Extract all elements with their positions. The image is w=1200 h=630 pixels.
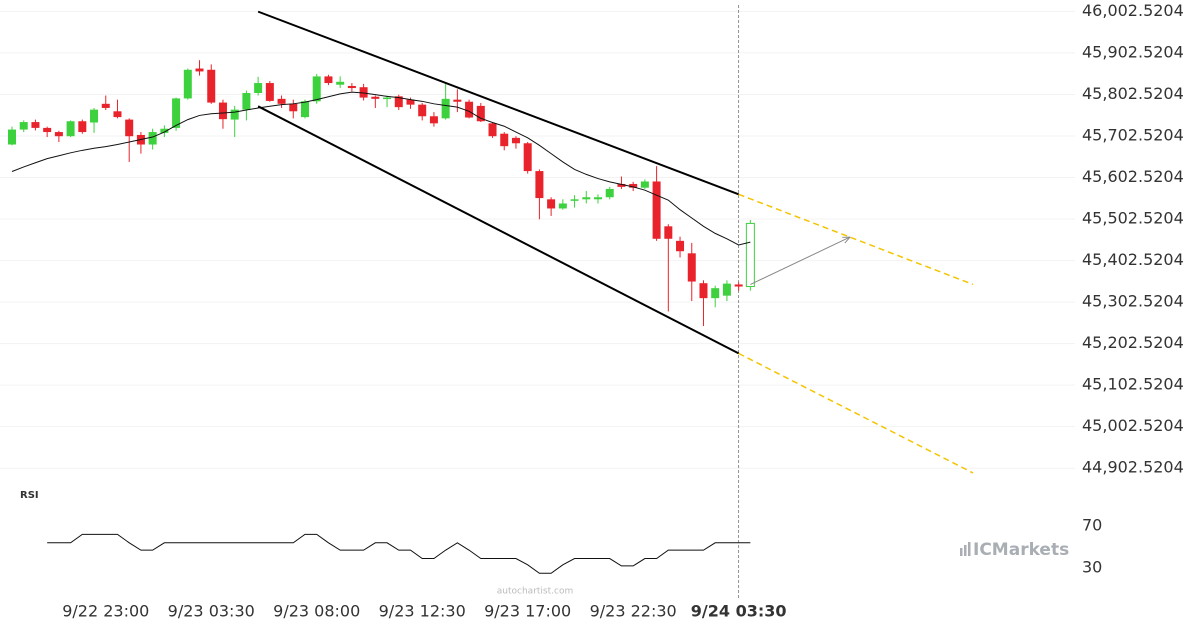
candle-body <box>734 284 743 287</box>
candle-body <box>324 76 333 84</box>
candle-body <box>582 197 591 200</box>
y-tick-label: 45,802.5204 <box>1082 84 1184 103</box>
candle-body <box>383 97 392 100</box>
x-tick-label: 9/23 03:30 <box>168 602 255 621</box>
y-tick-label: 44,902.5204 <box>1082 458 1184 477</box>
x-tick-label: 9/23 12:30 <box>379 602 466 621</box>
candle-body <box>617 183 626 187</box>
watermark: autochartist.com <box>497 587 573 597</box>
candle-body <box>301 101 309 118</box>
candle-body <box>394 96 403 108</box>
x-tick-label: 9/22 23:00 <box>62 602 149 621</box>
candle-body <box>19 122 28 130</box>
candle-body <box>745 222 755 288</box>
candle-body <box>113 111 122 118</box>
candle-body <box>676 240 685 252</box>
candle-body <box>90 109 99 123</box>
candle-body <box>218 102 227 120</box>
candle-body <box>722 283 731 296</box>
candle-body <box>230 109 239 120</box>
candle-body <box>289 103 298 112</box>
candle-body <box>558 203 567 209</box>
candle-body <box>43 127 52 133</box>
x-tick-label: 9/23 08:00 <box>273 602 360 621</box>
candle-body <box>265 83 274 101</box>
candle-body <box>640 181 649 188</box>
candle-body <box>336 81 345 85</box>
candle-body <box>347 85 356 89</box>
candle-body <box>54 132 63 137</box>
candle-body <box>254 83 263 94</box>
y-tick-label: 45,202.5204 <box>1082 333 1184 352</box>
candle-body <box>183 69 192 99</box>
candle-body <box>500 133 509 147</box>
y-tick-label: 45,502.5204 <box>1082 209 1184 228</box>
logo: ICMarkets <box>973 540 1069 560</box>
candle-body <box>594 197 602 200</box>
candle-body <box>277 98 286 104</box>
candle-body <box>101 103 110 108</box>
logo-icon <box>960 542 971 556</box>
candle-body <box>195 68 204 72</box>
candle-body <box>371 96 380 99</box>
rsi-tick-label: 30 <box>1082 558 1102 577</box>
candle-body <box>125 119 134 137</box>
rsi-tick-label: 70 <box>1082 516 1102 535</box>
moving-average <box>11 91 751 246</box>
candle-body <box>511 137 520 144</box>
candle-body <box>312 76 321 102</box>
candle-body <box>664 226 673 239</box>
candle-body <box>418 104 427 117</box>
candle-body <box>629 183 638 188</box>
y-tick-label: 45,302.5204 <box>1082 292 1184 311</box>
projection-arrow <box>750 237 850 285</box>
candle-body <box>699 283 708 299</box>
candle-body <box>148 132 157 145</box>
candle-body <box>172 98 181 128</box>
y-tick-label: 45,102.5204 <box>1082 375 1184 394</box>
projection-lower <box>738 352 974 474</box>
rsi-label: RSI <box>20 490 39 501</box>
candle-body <box>523 143 532 172</box>
candle-body <box>476 105 485 122</box>
y-tick-label: 45,902.5204 <box>1082 42 1184 61</box>
projection-upper <box>738 193 974 286</box>
candle-body <box>242 93 251 110</box>
y-tick-label: 45,702.5204 <box>1082 125 1184 144</box>
x-tick-label: 9/23 22:30 <box>590 602 677 621</box>
candle-body <box>652 181 661 239</box>
y-tick-label: 45,602.5204 <box>1082 167 1184 186</box>
candle-body <box>8 129 16 145</box>
candle-body <box>535 171 544 199</box>
candle-body <box>605 188 614 198</box>
candle-body <box>31 122 40 128</box>
candle-body <box>160 128 169 133</box>
y-tick-label: 45,002.5204 <box>1082 416 1184 435</box>
y-tick-label: 46,002.5204 <box>1082 1 1184 20</box>
x-tick-label: 9/23 17:00 <box>484 602 571 621</box>
candle-body <box>453 99 462 102</box>
channel-upper <box>257 10 739 196</box>
candle-body <box>687 253 696 282</box>
candle-body <box>359 87 368 98</box>
candle-body <box>207 69 216 103</box>
candle-body <box>406 99 415 105</box>
candle-body <box>429 116 438 124</box>
candle-body <box>465 101 474 118</box>
rsi-line <box>47 533 751 574</box>
candle-body <box>441 98 450 119</box>
candle-body <box>711 288 720 299</box>
candle-body <box>570 199 579 201</box>
candle-body <box>78 121 87 133</box>
channel-lower <box>257 105 740 355</box>
y-tick-label: 45,402.5204 <box>1082 250 1184 269</box>
candle-body <box>547 199 556 209</box>
candle-body <box>66 121 75 137</box>
x-tick-label: 9/24 03:30 <box>691 602 787 621</box>
candle-body <box>488 123 497 137</box>
